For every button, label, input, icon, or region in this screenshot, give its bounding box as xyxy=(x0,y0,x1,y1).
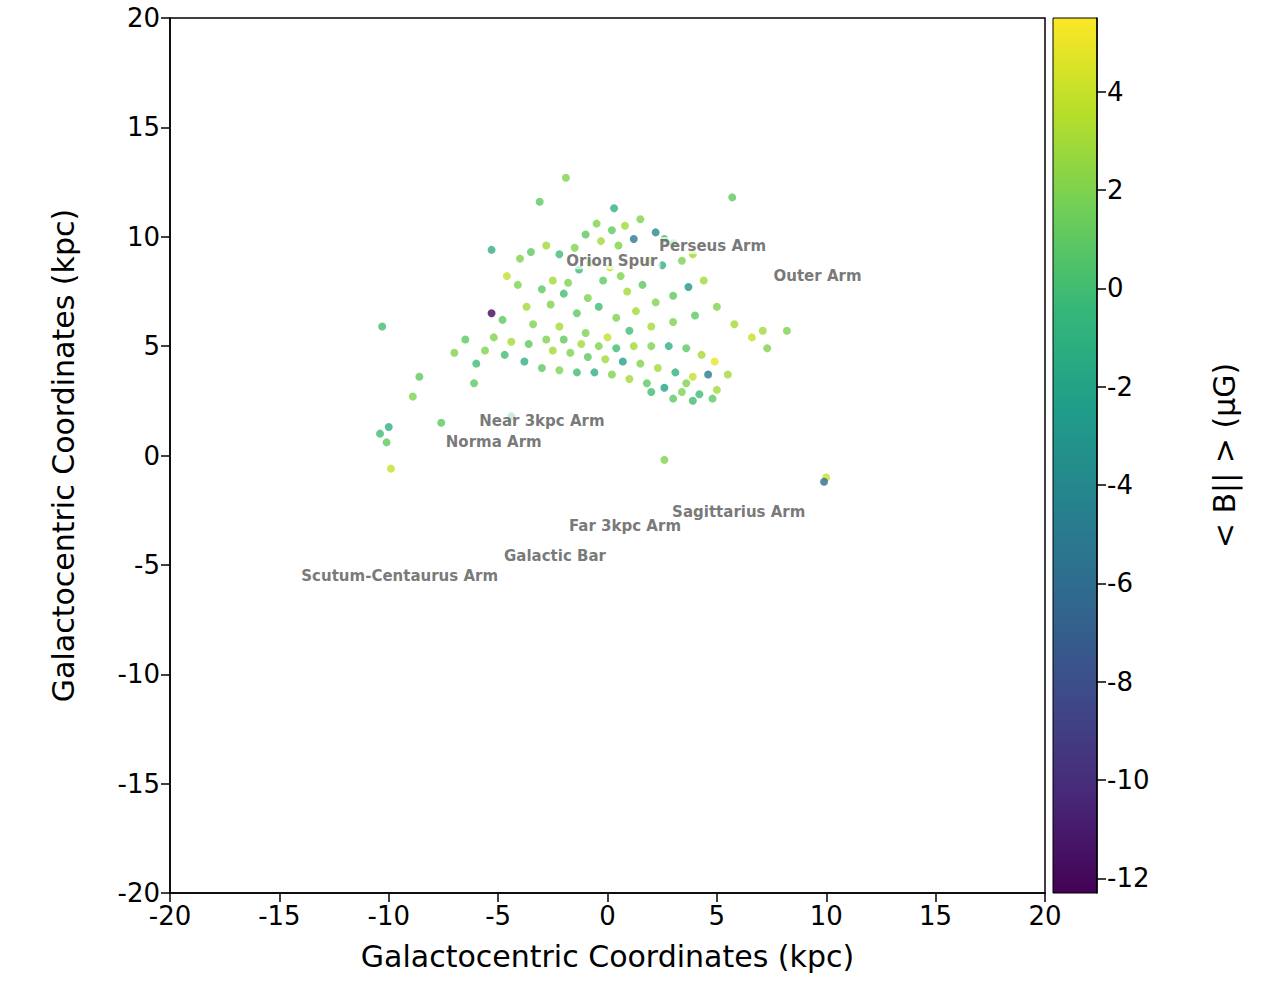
svg-text:2: 2 xyxy=(1107,175,1124,205)
svg-text:-8: -8 xyxy=(1107,667,1133,697)
svg-text:15: 15 xyxy=(919,901,952,931)
svg-text:5: 5 xyxy=(709,901,726,931)
svg-text:-2: -2 xyxy=(1107,372,1133,402)
svg-text:Outer Arm: Outer Arm xyxy=(773,267,861,285)
svg-text:< B|| > (μG): < B|| > (μG) xyxy=(1207,363,1243,548)
svg-text:20: 20 xyxy=(127,3,160,33)
svg-text:-10: -10 xyxy=(1107,765,1149,795)
svg-text:Sagittarius Arm: Sagittarius Arm xyxy=(672,503,805,521)
svg-text:-12: -12 xyxy=(1107,863,1149,893)
svg-text:Norma Arm: Norma Arm xyxy=(446,433,542,451)
svg-text:Near 3kpc Arm: Near 3kpc Arm xyxy=(479,412,604,430)
svg-text:10: 10 xyxy=(810,901,843,931)
svg-text:Galactocentric Coordinates (kp: Galactocentric Coordinates (kpc) xyxy=(46,209,81,702)
svg-text:5: 5 xyxy=(143,331,160,361)
svg-text:0: 0 xyxy=(1107,273,1124,303)
svg-text:Far 3kpc Arm: Far 3kpc Arm xyxy=(569,517,681,535)
svg-text:-20: -20 xyxy=(117,878,160,908)
svg-text:-6: -6 xyxy=(1107,568,1133,598)
svg-text:10: 10 xyxy=(127,222,160,252)
svg-text:15: 15 xyxy=(127,112,160,142)
svg-text:Galactocentric Coordinates (kp: Galactocentric Coordinates (kpc) xyxy=(361,939,854,974)
svg-text:-10: -10 xyxy=(368,901,410,931)
svg-text:Orion Spur: Orion Spur xyxy=(566,252,658,270)
svg-text:-4: -4 xyxy=(1107,470,1133,500)
svg-text:4: 4 xyxy=(1107,77,1124,107)
svg-text:-15: -15 xyxy=(258,901,300,931)
svg-text:0: 0 xyxy=(143,441,160,471)
svg-text:Scutum-Centaurus Arm: Scutum-Centaurus Arm xyxy=(301,567,498,585)
svg-text:Perseus Arm: Perseus Arm xyxy=(659,237,766,255)
svg-text:20: 20 xyxy=(1028,901,1061,931)
svg-text:-10: -10 xyxy=(118,659,160,689)
svg-text:-20: -20 xyxy=(149,901,191,931)
svg-text:-15: -15 xyxy=(118,769,160,799)
svg-text:0: 0 xyxy=(599,901,616,931)
svg-text:Galactic Bar: Galactic Bar xyxy=(504,547,607,565)
svg-text:-5: -5 xyxy=(134,550,160,580)
svg-text:-5: -5 xyxy=(485,901,511,931)
